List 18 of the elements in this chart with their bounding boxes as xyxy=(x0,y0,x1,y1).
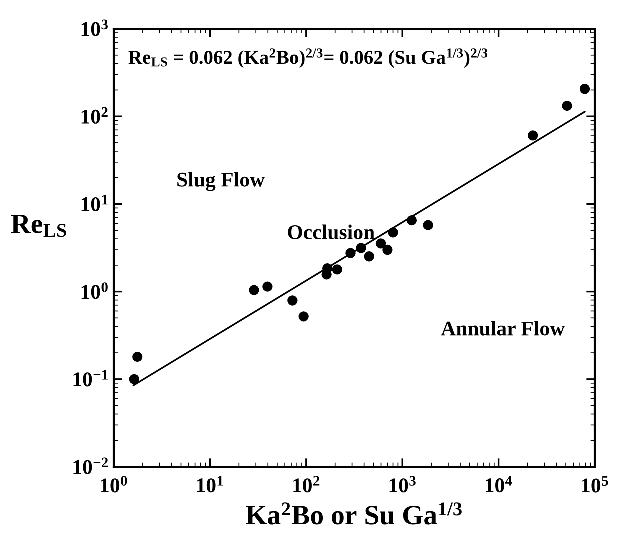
annotation: Occlusion xyxy=(288,224,375,240)
x-tick-label: 10$^{2}$ xyxy=(294,476,320,493)
annotation: Slug Flow xyxy=(178,172,265,192)
y-tick-label: 10$^{0}$ xyxy=(82,282,108,300)
y-tick-label: 10$^{−2}$ xyxy=(74,458,108,474)
x-axis-title: Ka$^{2}$Bo or Su Ga$^{1/3}$ xyxy=(246,502,462,525)
y-tick-label: 10$^{−1}$ xyxy=(74,370,108,387)
annotation: Annular Flow xyxy=(441,321,566,336)
x-tick-label: 10$^{3}$ xyxy=(390,476,416,493)
y-tick-label: 10$^{1}$ xyxy=(82,194,108,212)
text: Re$_{LS}$ = 0.062 (Ka$^{2}$Bo)$^{2/3}$= 0.062 (Su Ga$^{1/3}$)$^{2/3}$ xyxy=(128,48,488,68)
x-tick-label: 10$^{5}$ xyxy=(582,476,608,493)
x-tick-label: 10$^{4}$ xyxy=(486,476,512,493)
y-tick-label: 10$^{3}$ xyxy=(82,20,108,36)
y-axis-title: Re$_{LS}$ xyxy=(11,214,66,238)
x-tick-label: 10$^{0}$ xyxy=(101,476,128,493)
y-tick-label: 10$^{2}$ xyxy=(82,107,108,124)
x-tick-label: 10$^{1}$ xyxy=(197,476,224,493)
